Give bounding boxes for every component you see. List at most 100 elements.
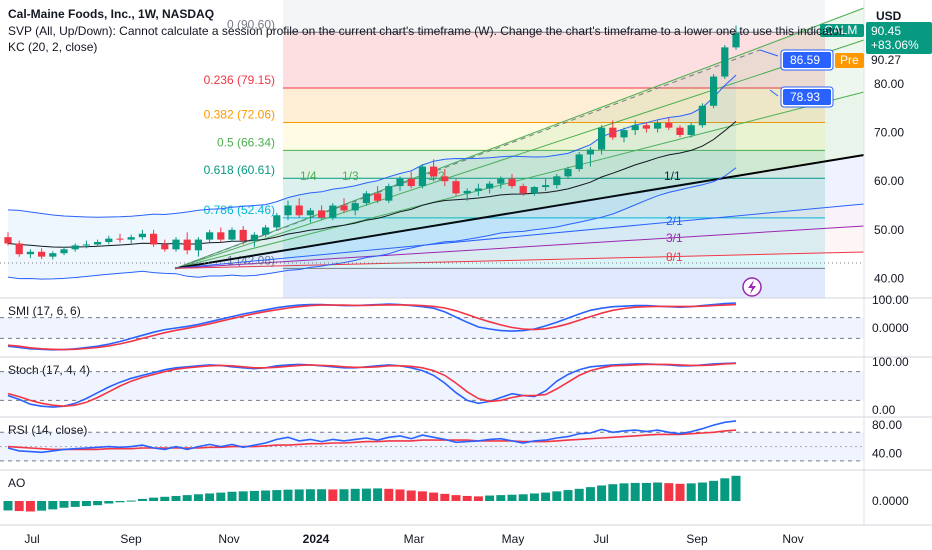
time-axis-label: Sep — [686, 532, 708, 546]
ao-bar — [664, 483, 674, 501]
candle-body — [217, 232, 225, 240]
candle-body — [710, 76, 718, 106]
stoch-axis-label: 100.00 — [872, 355, 909, 369]
candle — [94, 239, 102, 247]
ao-bar — [630, 482, 640, 501]
candle-body — [698, 105, 706, 126]
pane-title: RSI (14, close) — [8, 423, 87, 437]
ao-bar — [25, 501, 35, 512]
ao-bar — [126, 500, 136, 502]
candle-body — [306, 210, 314, 216]
ao-bar — [675, 483, 685, 501]
gann-fan-line — [174, 154, 865, 270]
ao-bar — [406, 490, 416, 501]
ao-bar — [451, 495, 461, 501]
ao-bar — [686, 483, 696, 501]
ao-bar — [339, 489, 349, 501]
gann-fan-line — [174, 225, 865, 269]
ao-bar — [563, 490, 573, 501]
candle-body — [542, 185, 550, 188]
gann-fan-label: 2/1 — [666, 214, 683, 228]
ao-bar — [709, 480, 719, 501]
candle-body — [586, 149, 594, 155]
candle — [105, 235, 113, 245]
stoch-band — [0, 371, 864, 401]
candle — [183, 232, 191, 255]
fib-level-label: 0 (90.60) — [227, 17, 275, 31]
candle-body — [150, 233, 158, 245]
pane-title: AO — [8, 476, 25, 490]
ao-axis-label: 0.0000 — [872, 494, 909, 508]
ao-bar — [70, 501, 80, 507]
ao-bar — [205, 493, 215, 501]
ticker-tag — [820, 24, 864, 37]
ao-bar — [14, 501, 24, 512]
ao-bar — [507, 494, 517, 501]
candle-body — [26, 251, 34, 255]
candle — [306, 207, 314, 223]
premarket-price: 90.27 — [871, 53, 901, 67]
chart-title: Cal-Maine Foods, Inc., 1W, NASDAQ — [8, 7, 214, 21]
candle — [194, 237, 202, 257]
candle — [273, 212, 281, 230]
candle-body — [15, 243, 23, 255]
time-axis-label: Mar — [404, 532, 425, 546]
candle — [351, 200, 359, 216]
candle-body — [508, 178, 516, 187]
candle-body — [318, 210, 326, 218]
ao-bar — [249, 490, 259, 501]
candle-body — [598, 127, 606, 150]
candle — [284, 200, 292, 221]
candle — [15, 240, 23, 257]
ao-bar — [160, 496, 170, 501]
candle — [82, 240, 90, 249]
candle-body — [340, 205, 348, 211]
ao-bar — [462, 495, 472, 501]
candle-body — [183, 239, 191, 251]
ao-bar — [529, 493, 539, 501]
candle — [318, 205, 326, 221]
candle-body — [654, 122, 662, 129]
ao-bar — [720, 478, 730, 501]
time-axis-label: May — [502, 532, 525, 546]
candle — [586, 147, 594, 167]
price-axis-label: 40.00 — [874, 272, 904, 286]
fib-zone — [283, 88, 825, 123]
candle-body — [676, 127, 684, 135]
candle — [329, 203, 337, 221]
candle — [250, 232, 258, 247]
candle-body — [273, 215, 281, 228]
candle-body — [396, 178, 404, 187]
lightning-icon-glyph — [748, 280, 756, 294]
candle — [26, 249, 34, 259]
keltner-lower — [7, 167, 737, 280]
candle — [217, 227, 225, 243]
gann-fan-label: 1/3 — [342, 169, 359, 183]
rsi-axis-label: 80.00 — [872, 418, 902, 432]
ao-bar — [574, 488, 584, 501]
ao-bar — [485, 495, 495, 501]
candle-body — [60, 249, 68, 254]
rsi-ma-line — [7, 429, 737, 451]
axes: 80.00 70.00 60.00 50.00 40.00 USD CALM 90.45+83… — [24, 0, 932, 546]
candle — [732, 25, 740, 50]
candle-body — [172, 239, 180, 250]
candle-body — [38, 251, 46, 257]
gann-fan-label: 3/1 — [666, 231, 683, 245]
ao-bar — [395, 489, 405, 501]
candle-body — [418, 166, 426, 187]
last-price-value: 90.45 — [871, 24, 901, 38]
gann-fan-line — [174, 7, 865, 269]
last-price-change: +83.06% — [871, 38, 919, 52]
gann-fan-line — [174, 251, 865, 269]
smi-axis-label: 0.0000 — [872, 321, 909, 335]
candle — [620, 127, 628, 143]
ao-bar — [361, 488, 371, 501]
candle — [396, 176, 404, 191]
fib-level-label: 0.786 (52.46) — [204, 203, 275, 217]
candle — [4, 232, 12, 246]
ao-bar — [552, 491, 562, 501]
fib-level-label: 0.618 (60.61) — [204, 163, 275, 177]
ao-bar — [261, 490, 271, 501]
